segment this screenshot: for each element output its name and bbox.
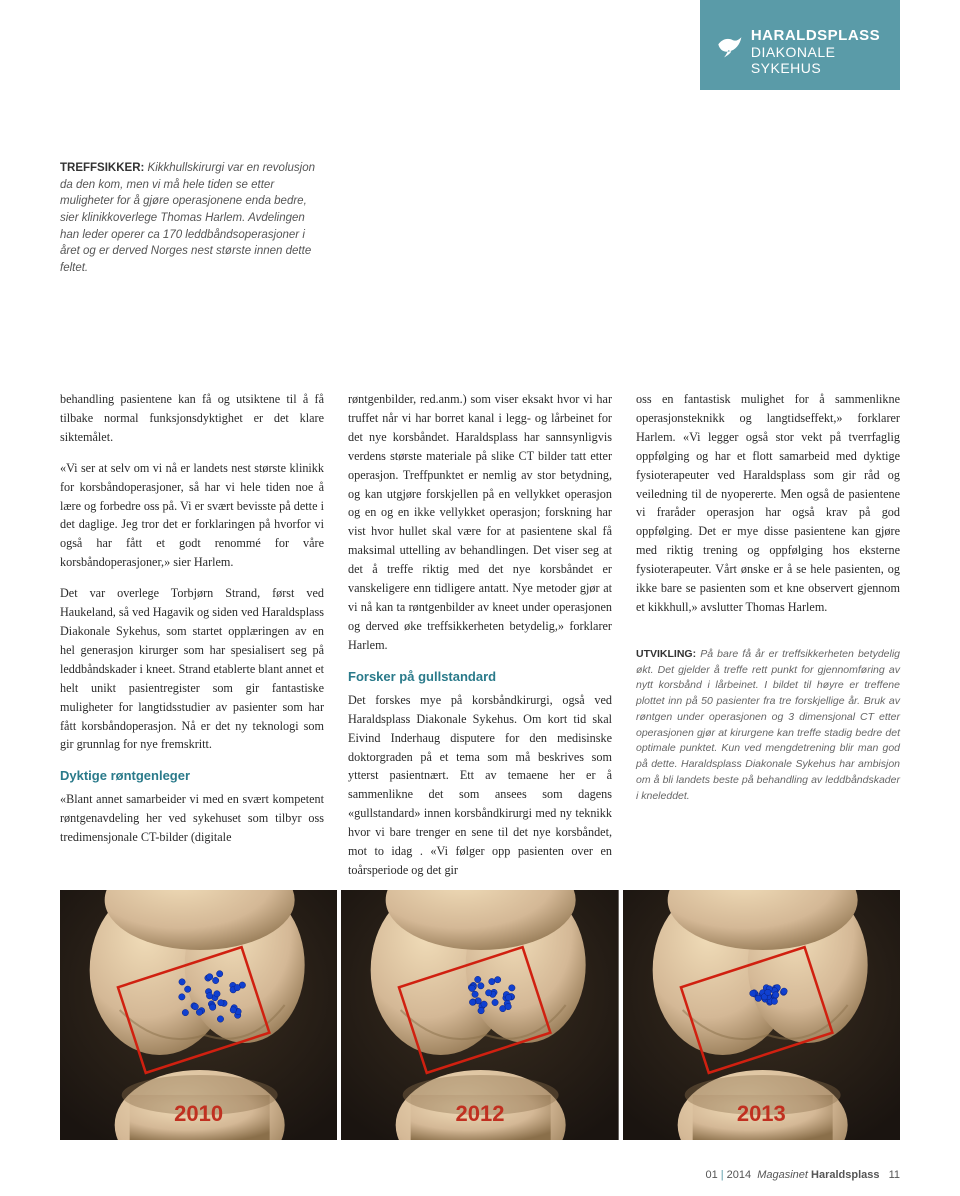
panel-year-label: 2012 <box>456 1099 505 1130</box>
ct-panel-2012: 2012 <box>341 890 618 1140</box>
side-note: UTVIKLING: På bare få år er treffsikkerh… <box>636 647 900 805</box>
ct-image-strip: 2010 <box>60 890 900 1140</box>
col1-subhead: Dyktige røntgenleger <box>60 766 324 786</box>
panel-year-label: 2013 <box>737 1099 786 1130</box>
lead-caption: TREFFSIKKER: Kikkhullskirurgi var en rev… <box>60 160 320 277</box>
column-2: røntgenbilder, red.anm.) som viser eksak… <box>348 390 612 892</box>
col2-p2: Det forskes mye på korsbåndkirurgi, også… <box>348 691 612 880</box>
col1-p2: «Vi ser at selv om vi nå er landets nest… <box>60 459 324 572</box>
ct-panel-2010: 2010 <box>60 890 337 1140</box>
brand-text: HARALDSPLASS DIAKONALE SYKEHUS <box>751 28 886 78</box>
column-1: behandling pasientene kan få og utsikten… <box>60 390 324 892</box>
brand-line2: DIAKONALE SYKEHUS <box>751 44 836 77</box>
panel-year-label: 2010 <box>174 1099 223 1130</box>
col1-p3: Det var overlege Torbjørn Strand, først … <box>60 584 324 754</box>
footer-magazine: Magasinet <box>757 1169 808 1181</box>
side-note-body: På bare få år er treffsikkerheten betyde… <box>636 648 900 802</box>
article-columns: behandling pasientene kan få og utsikten… <box>60 390 900 892</box>
footer-divider: | <box>721 1169 724 1181</box>
ct-panel-2013: 2013 <box>623 890 900 1140</box>
footer-page: 11 <box>889 1169 900 1181</box>
footer-issue: 01 <box>705 1169 717 1181</box>
col2-p1: røntgenbilder, red.anm.) som viser eksak… <box>348 390 612 655</box>
brand-badge: HARALDSPLASS DIAKONALE SYKEHUS <box>700 0 900 90</box>
col1-p1: behandling pasientene kan få og utsikten… <box>60 390 324 447</box>
footer-brand: Haraldsplass <box>811 1169 879 1181</box>
dove-icon <box>714 30 743 64</box>
col1-p4: «Blant annet samarbeider vi med en svært… <box>60 790 324 847</box>
side-note-prefix: UTVIKLING: <box>636 648 700 660</box>
col2-subhead: Forsker på gullstandard <box>348 667 612 687</box>
page-footer: 01 |2014 Magasinet Haraldsplass 11 <box>0 1168 960 1183</box>
column-3: oss en fantastisk mulighet for å sammenl… <box>636 390 900 892</box>
lead-body: Kikkhullskirurgi var en revolusjon da de… <box>60 162 315 274</box>
brand-line1: HARALDSPLASS <box>751 27 880 44</box>
lead-prefix: TREFFSIKKER: <box>60 162 148 174</box>
col3-p1: oss en fantastisk mulighet for å sammenl… <box>636 390 900 617</box>
footer-year: 2014 <box>727 1169 751 1181</box>
